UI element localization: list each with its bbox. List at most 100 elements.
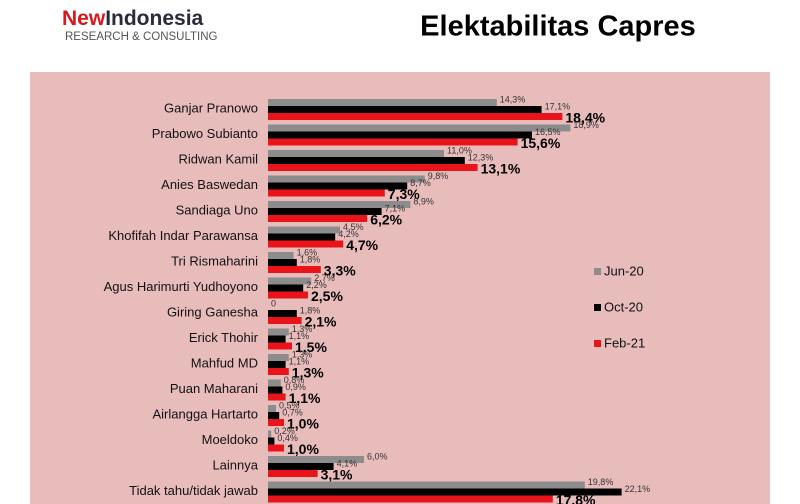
value-label: 0,7% xyxy=(282,407,303,417)
bar xyxy=(268,124,571,132)
category-label: Mahfud MD xyxy=(191,355,258,370)
value-label: 1,6% xyxy=(297,247,318,257)
bar xyxy=(268,291,308,299)
value-label: 13,1% xyxy=(481,161,521,177)
bar xyxy=(268,456,364,463)
bar xyxy=(268,164,478,171)
bar xyxy=(268,495,553,503)
value-label: 17,1% xyxy=(545,101,571,111)
value-label: 15,6% xyxy=(521,135,561,151)
bar xyxy=(268,189,385,197)
bar xyxy=(268,379,281,387)
value-label: 14,3% xyxy=(500,94,526,104)
value-label: 0,2% xyxy=(274,426,295,436)
logo-dark: Indonesia xyxy=(105,7,203,30)
value-label: 1,1% xyxy=(289,390,321,406)
legend-swatch xyxy=(594,340,601,347)
category-label: Ganjar Pranowo xyxy=(164,100,258,115)
bar xyxy=(268,335,286,343)
value-label: 4,2% xyxy=(338,229,359,239)
value-label: 0,5% xyxy=(279,400,300,410)
value-label: 7,1% xyxy=(385,203,406,213)
value-label: 0,9% xyxy=(285,382,306,392)
category-label: Airlangga Hartarto xyxy=(153,406,259,421)
value-label: 3,3% xyxy=(324,263,356,279)
bar xyxy=(268,233,336,241)
bar xyxy=(268,99,497,106)
bar xyxy=(268,131,532,139)
value-label: 18,4% xyxy=(565,110,605,126)
bar xyxy=(268,386,283,394)
value-label: 4,1% xyxy=(337,458,358,468)
legend-swatch xyxy=(594,268,601,275)
bar xyxy=(268,266,321,273)
value-label: 22,1% xyxy=(625,484,651,494)
value-label: 7,3% xyxy=(388,186,420,202)
bar xyxy=(268,481,585,489)
category-label: Giring Ganesha xyxy=(167,304,259,319)
legend-label: Feb-21 xyxy=(604,335,645,350)
bar xyxy=(268,138,518,146)
bar xyxy=(268,393,286,401)
value-label: 11,0% xyxy=(447,145,472,155)
category-label: Sandiaga Uno xyxy=(176,202,258,217)
value-label: 1,8% xyxy=(300,305,321,315)
bar xyxy=(268,405,276,412)
value-label: 2,1% xyxy=(305,314,337,330)
bar xyxy=(268,182,408,190)
category-label: Ridwan Kamil xyxy=(179,151,259,166)
value-label: 4,7% xyxy=(346,237,378,253)
category-label: Prabowo Subianto xyxy=(152,126,258,141)
category-label: Puan Maharani xyxy=(170,381,258,396)
value-label: 2,7% xyxy=(314,273,335,283)
logo-red: New xyxy=(62,7,106,30)
bar xyxy=(268,437,275,445)
bar xyxy=(268,106,542,113)
bar xyxy=(268,252,294,259)
value-label: 1,3% xyxy=(292,349,313,359)
legend-swatch xyxy=(594,304,601,311)
value-label: 1,1% xyxy=(289,331,310,341)
category-label: Lainnya xyxy=(212,457,258,472)
value-label: 8,7% xyxy=(410,178,431,188)
category-label: Tidak tahu/tidak jawab xyxy=(129,483,258,498)
value-label: 3,1% xyxy=(321,467,353,483)
value-label: 1,5% xyxy=(295,339,327,355)
bar xyxy=(268,284,304,292)
value-label: 0 xyxy=(271,298,276,308)
bar xyxy=(268,157,465,164)
bar xyxy=(268,368,289,375)
bar xyxy=(268,150,444,157)
value-label: 1,8% xyxy=(300,254,321,264)
category-label: Erick Thohir xyxy=(189,330,259,345)
bar xyxy=(268,226,340,234)
legend-label: Jun-20 xyxy=(604,263,644,278)
bar xyxy=(268,444,284,452)
category-label: Anies Baswedan xyxy=(161,177,258,192)
value-label: 2,5% xyxy=(311,288,343,304)
value-label: 1,3% xyxy=(292,324,313,334)
value-label: 6,2% xyxy=(370,212,402,228)
value-label: 1,1% xyxy=(289,356,310,366)
bar xyxy=(268,419,284,426)
value-label: 1,3% xyxy=(292,365,324,381)
bar xyxy=(268,310,297,317)
value-label: 1,0% xyxy=(287,441,319,457)
value-label: 1,0% xyxy=(287,416,319,432)
logo-subtitle: RESEARCH & CONSULTING xyxy=(65,31,218,43)
bar xyxy=(268,430,272,438)
bar xyxy=(268,317,302,324)
value-label: 8,9% xyxy=(413,196,434,206)
category-label: Moeldoko xyxy=(202,432,258,447)
value-label: 4,5% xyxy=(343,222,364,232)
value-label: 0,4% xyxy=(277,433,298,443)
value-label: 0,8% xyxy=(284,375,305,385)
legend-label: Oct-20 xyxy=(604,299,643,314)
bar xyxy=(268,175,425,183)
bar xyxy=(268,208,382,215)
value-label: 17,8% xyxy=(556,492,596,504)
bar xyxy=(268,215,368,222)
value-label: 2,2% xyxy=(306,280,327,290)
bar xyxy=(268,342,292,350)
logo: NewIndonesia xyxy=(62,7,204,30)
